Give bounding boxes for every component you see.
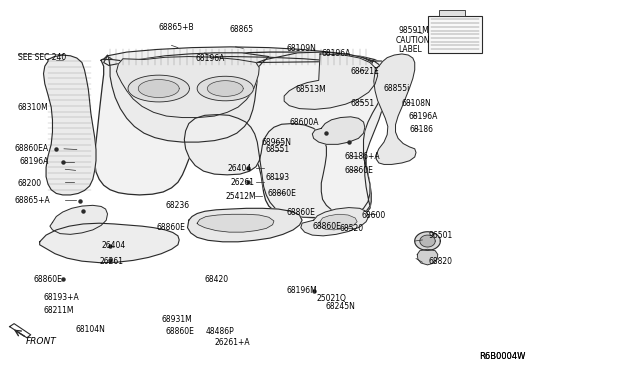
Text: 25021Q: 25021Q xyxy=(317,294,347,303)
Text: 68245N: 68245N xyxy=(325,302,355,311)
Bar xyxy=(428,16,482,53)
Polygon shape xyxy=(415,232,440,250)
Text: 68931M: 68931M xyxy=(161,315,192,324)
Text: 68310M: 68310M xyxy=(18,103,49,112)
Text: 68621E: 68621E xyxy=(351,67,380,76)
Text: 68108N: 68108N xyxy=(402,99,431,108)
Text: SEE SEC 240: SEE SEC 240 xyxy=(18,53,66,62)
Text: 25412M: 25412M xyxy=(225,192,256,201)
Polygon shape xyxy=(104,47,372,67)
Text: 68236: 68236 xyxy=(165,201,189,210)
Text: 68860E: 68860E xyxy=(33,275,62,284)
Text: 68860EA: 68860EA xyxy=(14,144,48,153)
Text: 68513M: 68513M xyxy=(296,85,326,94)
Text: 26261+A: 26261+A xyxy=(214,338,250,347)
Text: 68196A: 68196A xyxy=(19,157,49,166)
Text: 68104N: 68104N xyxy=(76,325,106,334)
Polygon shape xyxy=(95,52,388,218)
Text: 26261: 26261 xyxy=(230,178,254,187)
Polygon shape xyxy=(312,117,365,144)
Text: 68193: 68193 xyxy=(266,173,290,182)
Text: 68860E: 68860E xyxy=(165,327,194,336)
Text: 68520: 68520 xyxy=(339,224,364,233)
Text: 26404: 26404 xyxy=(101,241,125,250)
Text: 68855i: 68855i xyxy=(384,84,410,93)
Polygon shape xyxy=(138,80,179,97)
Polygon shape xyxy=(188,208,302,242)
Text: 68211M: 68211M xyxy=(44,306,74,315)
Text: 68186: 68186 xyxy=(410,125,434,134)
Polygon shape xyxy=(207,81,243,96)
Polygon shape xyxy=(284,54,378,109)
Text: R6B0004W: R6B0004W xyxy=(479,352,525,361)
Text: 68420: 68420 xyxy=(205,275,229,284)
Text: 68551: 68551 xyxy=(351,99,375,108)
Bar xyxy=(439,10,465,16)
Text: 68860E: 68860E xyxy=(157,223,186,232)
Text: 68186+A: 68186+A xyxy=(344,153,380,161)
Polygon shape xyxy=(320,214,357,230)
Polygon shape xyxy=(197,214,274,232)
Polygon shape xyxy=(420,235,435,247)
Polygon shape xyxy=(104,53,269,142)
Polygon shape xyxy=(50,205,108,234)
Polygon shape xyxy=(301,208,369,236)
Polygon shape xyxy=(40,223,179,263)
Text: CAUTION: CAUTION xyxy=(396,36,430,45)
Text: 68196A: 68196A xyxy=(321,49,351,58)
Text: 68200: 68200 xyxy=(18,179,42,187)
Text: 96501: 96501 xyxy=(429,231,453,240)
Text: 98591M: 98591M xyxy=(398,26,429,35)
Text: FRONT: FRONT xyxy=(26,337,56,346)
Polygon shape xyxy=(417,249,438,265)
Polygon shape xyxy=(128,75,189,102)
Text: 68865: 68865 xyxy=(229,25,253,34)
Text: R6B0004W: R6B0004W xyxy=(479,352,525,361)
Text: 68551: 68551 xyxy=(266,145,290,154)
Text: 68820: 68820 xyxy=(429,257,453,266)
Polygon shape xyxy=(197,76,253,101)
Text: 68860E: 68860E xyxy=(268,189,296,198)
Polygon shape xyxy=(374,54,416,164)
Text: 68109N: 68109N xyxy=(287,44,317,53)
Text: 68865+A: 68865+A xyxy=(14,196,50,205)
Text: 26404: 26404 xyxy=(227,164,252,173)
Polygon shape xyxy=(44,55,96,195)
Text: 68193+A: 68193+A xyxy=(44,293,79,302)
Polygon shape xyxy=(184,52,388,218)
Text: 68196A: 68196A xyxy=(408,112,438,121)
Text: LABEL: LABEL xyxy=(398,45,422,54)
Text: 26261: 26261 xyxy=(99,257,123,266)
Text: 68600A: 68600A xyxy=(289,118,319,126)
Text: 68865+B: 68865+B xyxy=(159,23,195,32)
Text: 68860E: 68860E xyxy=(287,208,316,217)
Text: 68196A: 68196A xyxy=(195,54,225,63)
Text: 68860E: 68860E xyxy=(312,222,341,231)
Text: 48486P: 48486P xyxy=(206,327,235,336)
Text: 68600: 68600 xyxy=(362,211,386,219)
Text: 68965N: 68965N xyxy=(261,138,291,147)
Text: 68860E: 68860E xyxy=(344,166,373,175)
Polygon shape xyxy=(116,57,259,118)
Text: 68196M: 68196M xyxy=(287,286,317,295)
